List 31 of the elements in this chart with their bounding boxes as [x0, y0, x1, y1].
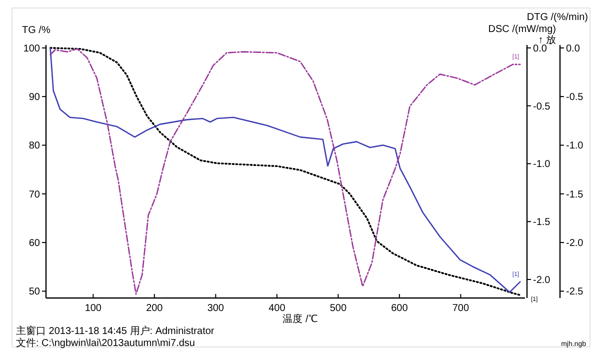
x-tick-label: 500	[330, 303, 347, 314]
y2-axis-title: DSC /(mW/mg)	[488, 24, 556, 35]
x-tick-label: 300	[207, 303, 224, 314]
y3-tick-label: 0.0	[566, 43, 580, 54]
y-axis-title: TG /%	[22, 25, 50, 36]
y2-tick-label: -0.5	[533, 101, 551, 112]
y3-tick-label: -2.5	[566, 286, 584, 298]
y-tick-label: 100	[23, 43, 40, 54]
y-tick-label: 90	[28, 92, 40, 104]
y2-tick-label: -1.5	[533, 217, 551, 228]
x-tick-label: 100	[84, 303, 102, 314]
y2-tick-label: -1.0	[533, 159, 551, 170]
x-tick-label: 400	[268, 303, 286, 314]
text: ↑ 放	[538, 35, 556, 46]
x-tick-label: 600	[391, 303, 408, 314]
y3-axis-title: DTG /(%/min)	[526, 12, 588, 23]
x-tick-label: 200	[146, 303, 164, 314]
y-tick-label: 50	[28, 286, 40, 298]
text: 主窗口 2013-11-18 14:45 用户: Administrator	[16, 325, 215, 337]
y3-tick-label: -1.5	[566, 189, 584, 200]
y-tick-label: 70	[28, 189, 40, 200]
y3-tick-label: -1.0	[566, 140, 584, 152]
y2-tick-label: 0.0	[533, 43, 548, 54]
y3-tick-label: -0.5	[566, 92, 584, 104]
y-tick-label: 60	[28, 238, 40, 250]
x-axis-title: 温度 /℃	[282, 313, 318, 325]
y3-tick-label: -2.0	[566, 238, 584, 250]
y-tick-label: 80	[28, 140, 40, 152]
x-tick-label: 700	[452, 303, 470, 314]
y2-tick-label: -2.0	[533, 274, 551, 286]
text: 文件: C:\ngbwin\lai\2013autumn\mi7.dsu	[16, 337, 195, 349]
